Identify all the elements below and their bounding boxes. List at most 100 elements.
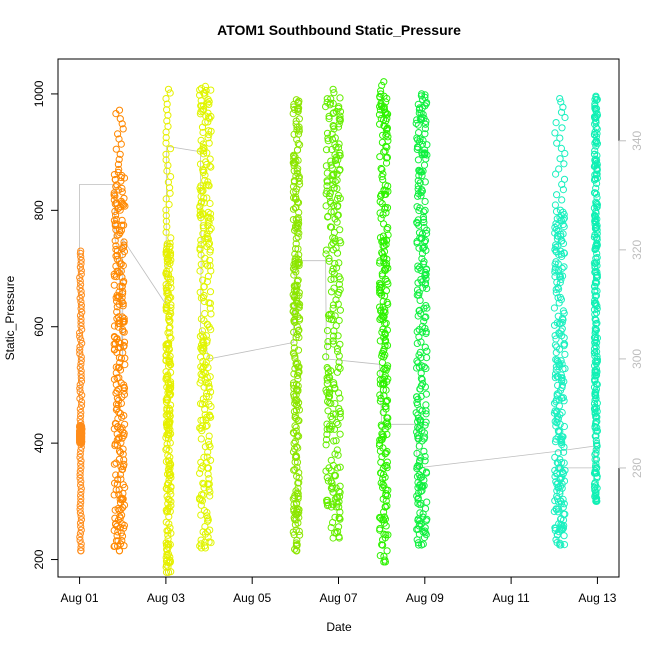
data-point xyxy=(416,348,424,356)
data-point xyxy=(166,384,175,393)
data-point xyxy=(384,486,392,494)
data-point xyxy=(334,300,342,308)
data-point-min xyxy=(380,558,388,566)
data-point xyxy=(164,540,172,548)
data-point xyxy=(206,226,214,234)
data-point xyxy=(295,508,303,517)
data-point xyxy=(113,335,121,343)
data-point xyxy=(120,328,128,336)
data-point xyxy=(558,124,566,132)
data-point xyxy=(551,374,560,382)
y-tick-label: 600 xyxy=(32,316,46,336)
data-point xyxy=(118,434,126,442)
data-point xyxy=(380,482,388,490)
data-point xyxy=(205,100,213,109)
data-point xyxy=(115,165,123,174)
data-point xyxy=(206,199,214,208)
data-point xyxy=(165,312,173,320)
data-point xyxy=(111,542,119,550)
data-point xyxy=(205,538,213,546)
data-point xyxy=(291,422,299,430)
data-point xyxy=(423,141,431,149)
data-point xyxy=(329,337,337,345)
data-point xyxy=(76,332,84,340)
data-point-max xyxy=(418,90,426,98)
data-point xyxy=(422,328,430,336)
data-point xyxy=(554,484,562,492)
data-point xyxy=(382,126,390,134)
data-point xyxy=(383,124,391,132)
data-point xyxy=(323,430,331,438)
data-point xyxy=(336,430,344,438)
data-point xyxy=(558,196,566,204)
data-point xyxy=(166,89,174,97)
data-point xyxy=(413,473,422,481)
data-point xyxy=(329,239,337,247)
data-point xyxy=(294,299,302,308)
data-point xyxy=(164,262,172,270)
data-point xyxy=(162,411,170,419)
data-point xyxy=(167,381,175,390)
data-point xyxy=(413,328,421,336)
data-point xyxy=(120,277,128,285)
data-point xyxy=(418,407,426,415)
data-point xyxy=(203,235,211,243)
data-point xyxy=(203,453,211,461)
data-point xyxy=(325,310,334,318)
data-point xyxy=(417,310,425,318)
data-point xyxy=(555,299,563,307)
data-point-max xyxy=(164,85,173,93)
data-point xyxy=(415,326,423,334)
data-point xyxy=(591,212,599,220)
data-point xyxy=(78,398,86,406)
data-point xyxy=(166,189,174,197)
data-point xyxy=(76,505,84,513)
y2-tick-label: 340 xyxy=(630,130,644,150)
data-point xyxy=(204,480,212,488)
data-point xyxy=(118,465,126,473)
data-point xyxy=(199,128,207,137)
data-point xyxy=(383,418,391,426)
data-point xyxy=(590,282,599,290)
data-point xyxy=(290,162,298,170)
data-point xyxy=(165,339,173,347)
data-point xyxy=(77,256,85,264)
data-point xyxy=(118,199,126,207)
data-point xyxy=(77,360,85,368)
data-point xyxy=(112,211,120,219)
data-point xyxy=(335,166,344,174)
data-point xyxy=(336,94,344,102)
data-point xyxy=(166,249,175,257)
data-point xyxy=(381,503,389,511)
data-point xyxy=(324,137,332,145)
data-point xyxy=(422,270,430,278)
data-point xyxy=(202,181,210,189)
data-point xyxy=(294,221,302,229)
data-point xyxy=(290,439,298,447)
data-point xyxy=(112,242,120,250)
data-point xyxy=(331,151,339,159)
data-point xyxy=(77,298,85,306)
data-point xyxy=(294,327,302,335)
data-point xyxy=(293,385,301,393)
data-point xyxy=(291,545,299,553)
data-point xyxy=(120,456,128,464)
data-point xyxy=(558,394,566,402)
data-point xyxy=(554,260,562,268)
data-point xyxy=(592,412,600,420)
chart-title: ATOM1 Southbound Static_Pressure xyxy=(217,22,461,38)
data-point xyxy=(325,115,333,123)
data-point xyxy=(380,187,388,195)
data-point xyxy=(324,213,332,221)
data-point xyxy=(328,172,336,180)
data-point xyxy=(77,374,85,382)
data-point xyxy=(121,420,129,428)
data-point xyxy=(77,526,85,534)
data-point xyxy=(413,492,421,500)
data-point xyxy=(76,474,84,482)
data-point xyxy=(328,130,336,138)
data-point xyxy=(292,452,300,460)
data-point xyxy=(295,115,303,123)
data-point xyxy=(197,260,205,268)
data-point xyxy=(591,264,599,272)
